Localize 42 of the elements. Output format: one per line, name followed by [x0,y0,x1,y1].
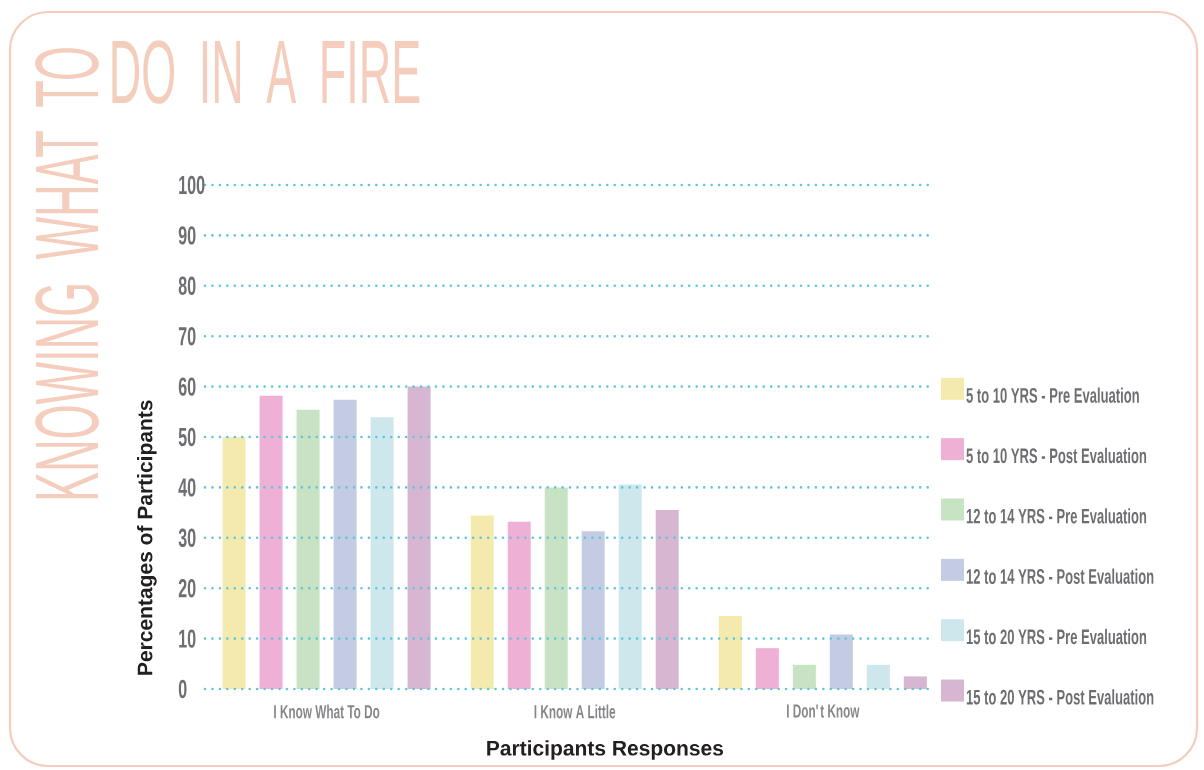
y-tick-label: 10 [179,629,196,648]
legend-label: 15 to 20 YRS - Pre Evaluation [966,628,1147,645]
x-tick-label: I Know What To Do [274,704,380,719]
bar [544,487,568,689]
y-axis-title: Percentages of Participants [137,400,157,675]
legend-label: 12 to 14 YRS - Pre Evaluation [966,508,1147,524]
x-tick-label: I Know A Little [534,704,616,719]
y-tick-label: 50 [178,427,196,447]
bar [718,615,742,689]
chart-subtitle: DO IN A FIRE [112,40,420,104]
bar [618,484,642,689]
y-tick-label: 80 [178,276,196,295]
bar [470,515,494,689]
bar [507,521,531,689]
y-tick-label: 30 [178,528,196,548]
bar [903,676,927,689]
bar [792,664,816,689]
bar [866,664,890,689]
bar [370,417,394,689]
bar [333,399,357,689]
legend-label: 5 to 10 YRS - Post Evaluation [966,447,1147,464]
bar [407,386,431,689]
bar [829,634,853,689]
y-tick-label: 40 [178,478,196,497]
bar [655,510,679,689]
bar [259,395,283,689]
legend-label: 12 to 14 YRS - Post Evaluation [966,568,1154,584]
x-axis-title: Participants Responses [487,740,724,760]
bar [755,648,779,689]
y-tick-label: 20 [178,578,196,598]
y-tick-label: 100 [179,175,205,195]
x-tick-label: I Don't Know [787,704,860,718]
chart-title: KNOWING WHAT TO [35,48,99,499]
bar [222,437,246,689]
bar [296,409,320,689]
y-tick-label: 90 [178,226,196,245]
bar [581,531,605,689]
y-tick-label: 70 [178,326,196,346]
y-tick-label: 60 [178,377,196,396]
y-tick-label: 0 [178,679,187,699]
legend-label: 15 to 20 YRS - Post Evaluation [966,689,1154,705]
legend-label: 5 to 10 YRS - Pre Evaluation [966,387,1139,403]
